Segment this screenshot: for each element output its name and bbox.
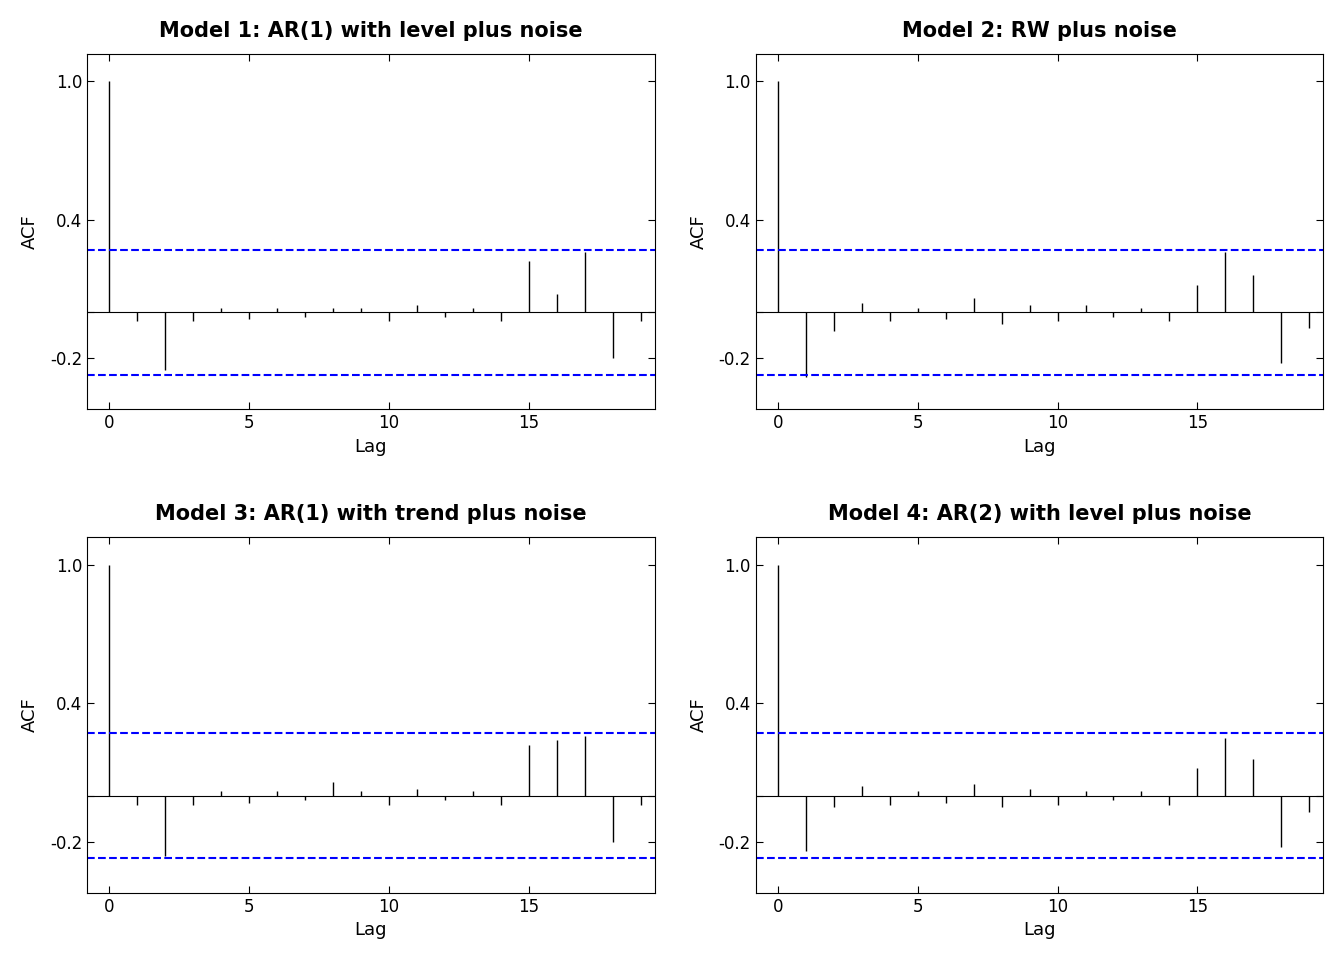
Title: Model 1: AR(1) with level plus noise: Model 1: AR(1) with level plus noise: [159, 21, 583, 41]
X-axis label: Lag: Lag: [1023, 438, 1055, 456]
Y-axis label: ACF: ACF: [689, 698, 707, 732]
Title: Model 3: AR(1) with trend plus noise: Model 3: AR(1) with trend plus noise: [155, 504, 587, 524]
Y-axis label: ACF: ACF: [689, 214, 707, 249]
Title: Model 2: RW plus noise: Model 2: RW plus noise: [902, 21, 1177, 41]
Y-axis label: ACF: ACF: [22, 214, 39, 249]
Y-axis label: ACF: ACF: [22, 698, 39, 732]
X-axis label: Lag: Lag: [355, 438, 387, 456]
X-axis label: Lag: Lag: [355, 922, 387, 939]
X-axis label: Lag: Lag: [1023, 922, 1055, 939]
Title: Model 4: AR(2) with level plus noise: Model 4: AR(2) with level plus noise: [828, 504, 1251, 524]
